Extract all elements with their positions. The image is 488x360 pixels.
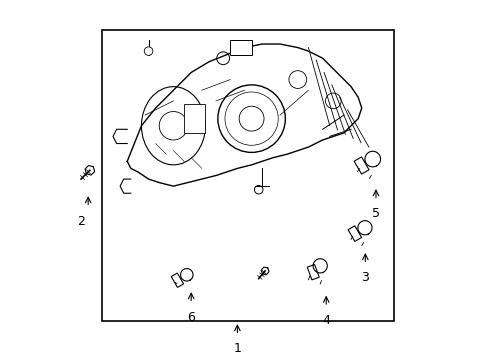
FancyBboxPatch shape xyxy=(102,30,393,321)
Text: 6: 6 xyxy=(187,311,195,324)
Text: 2: 2 xyxy=(77,215,85,228)
FancyBboxPatch shape xyxy=(183,104,205,133)
Text: 3: 3 xyxy=(361,271,368,284)
Text: 4: 4 xyxy=(322,314,329,327)
Text: 1: 1 xyxy=(233,342,241,355)
FancyBboxPatch shape xyxy=(230,40,251,55)
Text: 5: 5 xyxy=(371,207,379,220)
Circle shape xyxy=(144,47,153,55)
